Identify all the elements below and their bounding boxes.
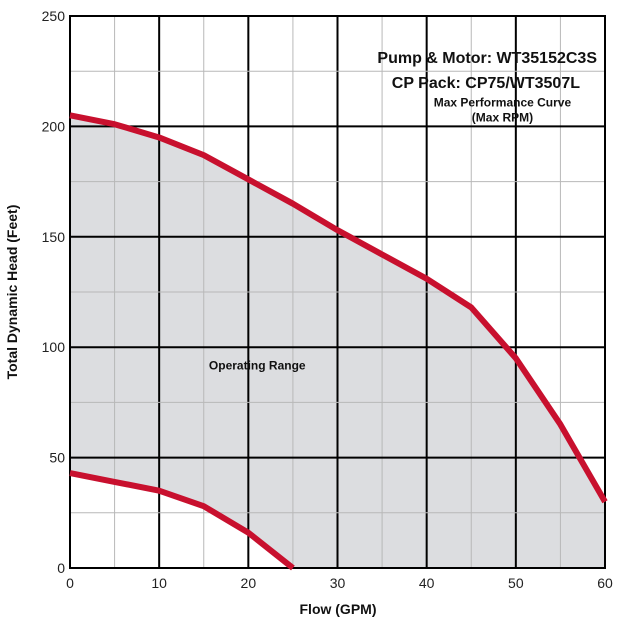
grid <box>69 15 606 569</box>
x-axis-title: Flow (GPM) <box>300 601 377 617</box>
y-tick-label-50: 50 <box>49 450 65 466</box>
plot-frame <box>69 15 606 569</box>
y-tick-label-0: 0 <box>57 560 65 576</box>
y-tick-label-200: 200 <box>42 118 66 134</box>
annotations: Max Performance Curve(Max RPM) Operating … <box>209 96 572 373</box>
y-tick-label-250: 250 <box>42 8 66 24</box>
max-performance-curve <box>69 112 608 504</box>
x-tick-label-50: 50 <box>508 575 524 591</box>
y-tick-label-100: 100 <box>42 339 66 355</box>
annotation-0-line-1: (Max RPM) <box>472 111 533 125</box>
curves <box>69 112 608 571</box>
x-tick-label-0: 0 <box>66 575 74 591</box>
x-tick-label-30: 30 <box>330 575 346 591</box>
chart-title-line-1: Pump & Motor: WT35152C3S <box>377 50 597 67</box>
tick-labels: 0 10 20 30 40 50 60 0 50 100 150 200 250 <box>42 8 613 591</box>
y-axis-title: Total Dynamic Head (Feet) <box>4 205 20 380</box>
chart-title-line-2: CP Pack: CP75/WT3507L <box>392 75 580 92</box>
annotation-1-line-0: Operating Range <box>209 358 306 372</box>
chart-text: Pump & Motor: WT35152C3S CP Pack: CP75/W… <box>4 50 597 617</box>
x-tick-label-20: 20 <box>241 575 257 591</box>
minimum-curve <box>69 470 295 571</box>
x-tick-label-60: 60 <box>597 575 613 591</box>
x-tick-label-40: 40 <box>419 575 435 591</box>
annotation-0-line-0: Max Performance Curve <box>434 96 572 110</box>
x-tick-label-10: 10 <box>151 575 167 591</box>
y-tick-label-150: 150 <box>42 229 66 245</box>
